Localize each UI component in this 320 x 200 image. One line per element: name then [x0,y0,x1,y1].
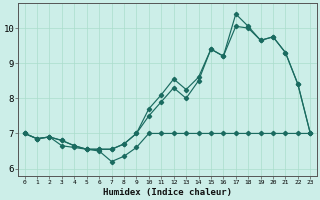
X-axis label: Humidex (Indice chaleur): Humidex (Indice chaleur) [103,188,232,197]
